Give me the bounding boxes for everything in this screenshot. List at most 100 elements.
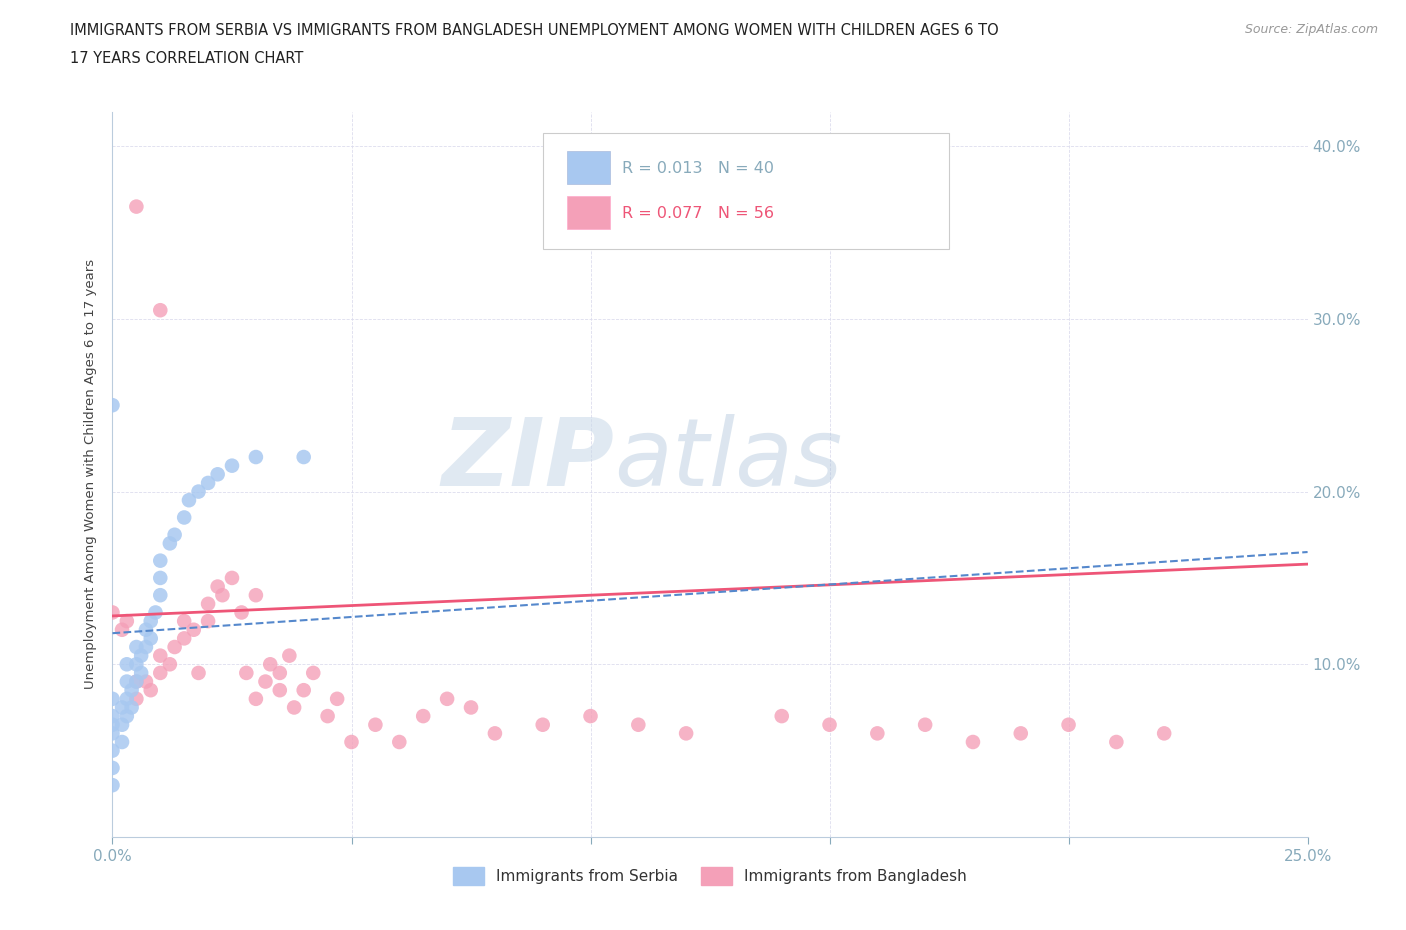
Point bbox=[159, 657, 181, 671]
Point bbox=[484, 726, 506, 741]
Point bbox=[149, 570, 172, 585]
Point bbox=[221, 570, 243, 585]
Point bbox=[436, 691, 458, 706]
Point bbox=[121, 700, 143, 715]
Point bbox=[866, 726, 889, 741]
Point bbox=[139, 614, 162, 629]
Point bbox=[177, 493, 200, 508]
Text: Source: ZipAtlas.com: Source: ZipAtlas.com bbox=[1244, 23, 1378, 36]
Y-axis label: Unemployment Among Women with Children Ages 6 to 17 years: Unemployment Among Women with Children A… bbox=[83, 259, 97, 689]
Point bbox=[914, 717, 936, 732]
Point bbox=[125, 657, 148, 671]
Point bbox=[101, 398, 124, 413]
Point bbox=[183, 622, 205, 637]
Point bbox=[207, 467, 229, 482]
Point bbox=[221, 458, 243, 473]
Point bbox=[159, 536, 181, 551]
Point bbox=[101, 777, 124, 792]
Point bbox=[1153, 726, 1175, 741]
Point bbox=[245, 691, 267, 706]
Text: 17 YEARS CORRELATION CHART: 17 YEARS CORRELATION CHART bbox=[70, 51, 304, 66]
Point bbox=[962, 735, 984, 750]
Point bbox=[145, 605, 167, 620]
Point bbox=[129, 666, 152, 681]
Point bbox=[254, 674, 277, 689]
Point bbox=[579, 709, 602, 724]
Point bbox=[269, 666, 291, 681]
Point bbox=[211, 588, 233, 603]
Point bbox=[207, 579, 229, 594]
Point bbox=[121, 683, 143, 698]
Point bbox=[115, 657, 138, 671]
Legend: Immigrants from Serbia, Immigrants from Bangladesh: Immigrants from Serbia, Immigrants from … bbox=[447, 861, 973, 891]
Point bbox=[163, 640, 186, 655]
Point bbox=[101, 726, 124, 741]
Point bbox=[531, 717, 554, 732]
Point bbox=[111, 717, 134, 732]
Point bbox=[269, 683, 291, 698]
Point bbox=[173, 631, 195, 645]
Point bbox=[187, 666, 209, 681]
Point bbox=[1105, 735, 1128, 750]
Point bbox=[187, 485, 209, 499]
Point bbox=[101, 605, 124, 620]
Point bbox=[135, 674, 157, 689]
FancyBboxPatch shape bbox=[543, 133, 949, 249]
Point bbox=[173, 614, 195, 629]
Point bbox=[149, 666, 172, 681]
Point bbox=[412, 709, 434, 724]
Point bbox=[115, 674, 138, 689]
Point bbox=[139, 683, 162, 698]
Text: R = 0.077   N = 56: R = 0.077 N = 56 bbox=[621, 206, 773, 220]
Point bbox=[292, 449, 315, 464]
Point bbox=[149, 303, 172, 318]
Point bbox=[149, 588, 172, 603]
Point bbox=[197, 614, 219, 629]
Point bbox=[283, 700, 305, 715]
Point bbox=[101, 743, 124, 758]
Point bbox=[388, 735, 411, 750]
Point bbox=[627, 717, 650, 732]
Point bbox=[101, 717, 124, 732]
Point bbox=[135, 622, 157, 637]
Point bbox=[115, 691, 138, 706]
Text: ZIP: ZIP bbox=[441, 414, 614, 506]
Point bbox=[316, 709, 339, 724]
Point bbox=[149, 553, 172, 568]
Point bbox=[302, 666, 325, 681]
Point bbox=[101, 709, 124, 724]
Point bbox=[245, 588, 267, 603]
Point bbox=[340, 735, 363, 750]
Point bbox=[173, 510, 195, 525]
Point bbox=[231, 605, 253, 620]
Point bbox=[139, 631, 162, 645]
Point bbox=[364, 717, 387, 732]
Point bbox=[1057, 717, 1080, 732]
Point bbox=[125, 674, 148, 689]
Point bbox=[125, 199, 148, 214]
Point bbox=[278, 648, 301, 663]
Point bbox=[149, 648, 172, 663]
Point bbox=[675, 726, 697, 741]
Text: R = 0.013   N = 40: R = 0.013 N = 40 bbox=[621, 161, 773, 176]
Point bbox=[235, 666, 257, 681]
Point bbox=[125, 640, 148, 655]
Point bbox=[292, 683, 315, 698]
Point bbox=[129, 648, 152, 663]
Point bbox=[111, 735, 134, 750]
Point bbox=[135, 640, 157, 655]
Point bbox=[460, 700, 482, 715]
Point bbox=[770, 709, 793, 724]
Point bbox=[125, 674, 148, 689]
Point bbox=[115, 709, 138, 724]
Point bbox=[197, 596, 219, 611]
Point bbox=[111, 700, 134, 715]
Point bbox=[245, 449, 267, 464]
Point bbox=[163, 527, 186, 542]
Point bbox=[115, 614, 138, 629]
Point bbox=[101, 691, 124, 706]
Point bbox=[197, 475, 219, 490]
Point bbox=[101, 761, 124, 776]
Point bbox=[125, 691, 148, 706]
Text: IMMIGRANTS FROM SERBIA VS IMMIGRANTS FROM BANGLADESH UNEMPLOYMENT AMONG WOMEN WI: IMMIGRANTS FROM SERBIA VS IMMIGRANTS FRO… bbox=[70, 23, 1000, 38]
